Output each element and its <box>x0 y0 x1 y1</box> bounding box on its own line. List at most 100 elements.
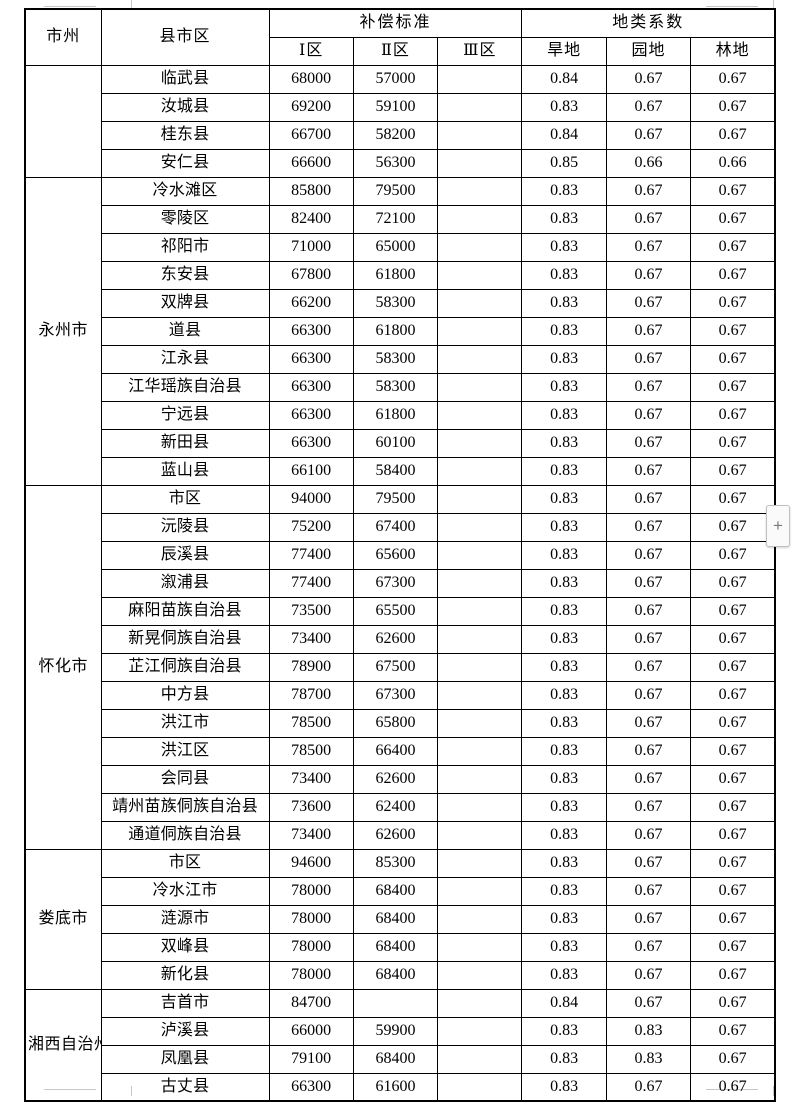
forest-land-coefficient-cell: 0.67 <box>690 428 776 458</box>
county-cell: 古丈县 <box>100 1072 270 1102</box>
garden-land-coefficient-cell: 0.67 <box>605 176 692 206</box>
zone-3-value-cell <box>437 1016 523 1046</box>
table-row: 汝城县 69200 59100 0.83 0.67 0.67 <box>25 92 776 122</box>
county-cell: 宁远县 <box>100 400 270 430</box>
forest-land-coefficient-cell: 0.67 <box>690 344 776 374</box>
table-row: 通道侗族自治县 73400 62600 0.83 0.67 0.67 <box>25 820 776 850</box>
county-cell: 双牌县 <box>100 288 270 318</box>
forest-land-coefficient-cell: 0.67 <box>690 568 776 598</box>
zone-2-value-cell: 65800 <box>352 708 439 738</box>
county-cell: 安仁县 <box>100 148 270 178</box>
zone-1-value-cell: 73400 <box>268 764 354 794</box>
table-row: 娄底市 市区 94600 85300 0.83 0.67 0.67 <box>24 848 776 990</box>
forest-land-coefficient-cell: 0.67 <box>690 484 776 514</box>
zone-3-value-cell <box>437 876 523 906</box>
forest-land-coefficient-cell: 0.67 <box>690 708 776 738</box>
dry-land-coefficient-cell: 0.83 <box>521 372 607 402</box>
county-cell: 溆浦县 <box>100 568 270 598</box>
zone-1-value-cell: 94600 <box>268 848 354 878</box>
zone-2-value-cell: 79500 <box>352 484 439 514</box>
garden-land-coefficient-cell: 0.67 <box>605 428 692 458</box>
dry-land-coefficient-cell: 0.83 <box>521 792 607 822</box>
garden-land-coefficient-cell: 0.67 <box>605 484 692 514</box>
zone-2-value-cell: 58200 <box>352 120 439 150</box>
table-row: 临武县 68000 57000 0.84 0.67 0.67 <box>24 64 776 178</box>
zone-2-value-cell: 68400 <box>352 1044 439 1074</box>
table-row: 桂东县 66700 58200 0.84 0.67 0.67 <box>25 120 776 150</box>
zone-3-value-cell <box>437 596 523 626</box>
zone-2-value-cell: 61600 <box>352 1072 439 1102</box>
column-header-zone-3: Ⅲ区 <box>437 36 523 66</box>
zone-1-value-cell: 66700 <box>268 120 354 150</box>
zone-1-value-cell: 73400 <box>268 820 354 850</box>
county-cell: 蓝山县 <box>100 456 270 486</box>
dry-land-coefficient-cell: 0.83 <box>521 484 607 514</box>
dry-land-coefficient-cell: 0.83 <box>521 876 607 906</box>
zone-3-value-cell <box>437 176 523 206</box>
county-cell: 芷江侗族自治县 <box>100 652 270 682</box>
region-cell: 湘西自治州 <box>24 988 102 1102</box>
zone-2-value-cell: 62600 <box>352 624 439 654</box>
garden-land-coefficient-cell: 0.67 <box>605 260 692 290</box>
table-row: 江永县 66300 58300 0.83 0.67 0.67 <box>25 344 776 374</box>
zone-2-value-cell: 62600 <box>352 764 439 794</box>
add-row-button[interactable]: + <box>766 505 790 547</box>
zone-1-value-cell: 78500 <box>268 708 354 738</box>
garden-land-coefficient-cell: 0.67 <box>605 988 692 1018</box>
county-cell: 江永县 <box>100 344 270 374</box>
dry-land-coefficient-cell: 0.83 <box>521 92 607 122</box>
table-row: 泸溪县 66000 59900 0.83 0.83 0.67 <box>25 1016 776 1046</box>
table-row: 古丈县 66300 61600 0.83 0.67 0.67 <box>25 1072 776 1102</box>
zone-3-value-cell <box>437 904 523 934</box>
table-row: 麻阳苗族自治县 73500 65500 0.83 0.67 0.67 <box>25 596 776 626</box>
zone-2-value-cell: 72100 <box>352 204 439 234</box>
page-guide-mark <box>44 6 96 7</box>
table-row: 沅陵县 75200 67400 0.83 0.67 0.67 <box>25 512 776 542</box>
dry-land-coefficient-cell: 0.83 <box>521 764 607 794</box>
dry-land-coefficient-cell: 0.83 <box>521 204 607 234</box>
zone-1-value-cell: 66300 <box>268 344 354 374</box>
county-cell: 市区 <box>100 484 270 514</box>
forest-land-coefficient-cell: 0.67 <box>690 540 776 570</box>
table-row: 凤凰县 79100 68400 0.83 0.83 0.67 <box>25 1044 776 1074</box>
zone-3-value-cell <box>437 400 523 430</box>
table-row: 辰溪县 77400 65600 0.83 0.67 0.67 <box>25 540 776 570</box>
dry-land-coefficient-cell: 0.83 <box>521 428 607 458</box>
table-row: 零陵区 82400 72100 0.83 0.67 0.67 <box>25 204 776 234</box>
county-cell: 吉首市 <box>100 988 270 1018</box>
table-row: 双峰县 78000 68400 0.83 0.67 0.67 <box>25 932 776 962</box>
zone-1-value-cell: 66600 <box>268 148 354 178</box>
county-cell: 零陵区 <box>100 204 270 234</box>
dry-land-coefficient-cell: 0.85 <box>521 148 607 178</box>
zone-3-value-cell <box>437 680 523 710</box>
zone-2-value-cell: 60100 <box>352 428 439 458</box>
zone-2-value-cell: 65000 <box>352 232 439 262</box>
table-row: 安仁县 66600 56300 0.85 0.66 0.66 <box>25 148 776 178</box>
zone-1-value-cell: 77400 <box>268 568 354 598</box>
zone-2-value-cell: 56300 <box>352 148 439 178</box>
column-header-zone-2: Ⅱ区 <box>352 36 439 66</box>
zone-2-value-cell: 62400 <box>352 792 439 822</box>
table-row: 冷水江市 78000 68400 0.83 0.67 0.67 <box>25 876 776 906</box>
garden-land-coefficient-cell: 0.67 <box>605 820 692 850</box>
county-cell: 冷水滩区 <box>100 176 270 206</box>
county-cell: 中方县 <box>100 680 270 710</box>
zone-1-value-cell: 66300 <box>268 428 354 458</box>
county-cell: 麻阳苗族自治县 <box>100 596 270 626</box>
dry-land-coefficient-cell: 0.83 <box>521 708 607 738</box>
zone-3-value-cell <box>437 148 523 178</box>
county-cell: 市区 <box>100 848 270 878</box>
table-row: 靖州苗族侗族自治县 73600 62400 0.83 0.67 0.67 <box>25 792 776 822</box>
garden-land-coefficient-cell: 0.67 <box>605 932 692 962</box>
zone-1-value-cell: 78900 <box>268 652 354 682</box>
forest-land-coefficient-cell: 0.67 <box>690 988 776 1018</box>
dry-land-coefficient-cell: 0.83 <box>521 1016 607 1046</box>
county-cell: 桂东县 <box>100 120 270 150</box>
dry-land-coefficient-cell: 0.83 <box>521 624 607 654</box>
county-cell: 通道侗族自治县 <box>100 820 270 850</box>
region-cell: 永州市 <box>24 176 102 486</box>
dry-land-coefficient-cell: 0.83 <box>521 1044 607 1074</box>
zone-2-value-cell: 68400 <box>352 960 439 990</box>
zone-3-value-cell <box>437 764 523 794</box>
table-row: 永州市 冷水滩区 85800 79500 0.83 0.67 0.67 <box>24 176 776 486</box>
